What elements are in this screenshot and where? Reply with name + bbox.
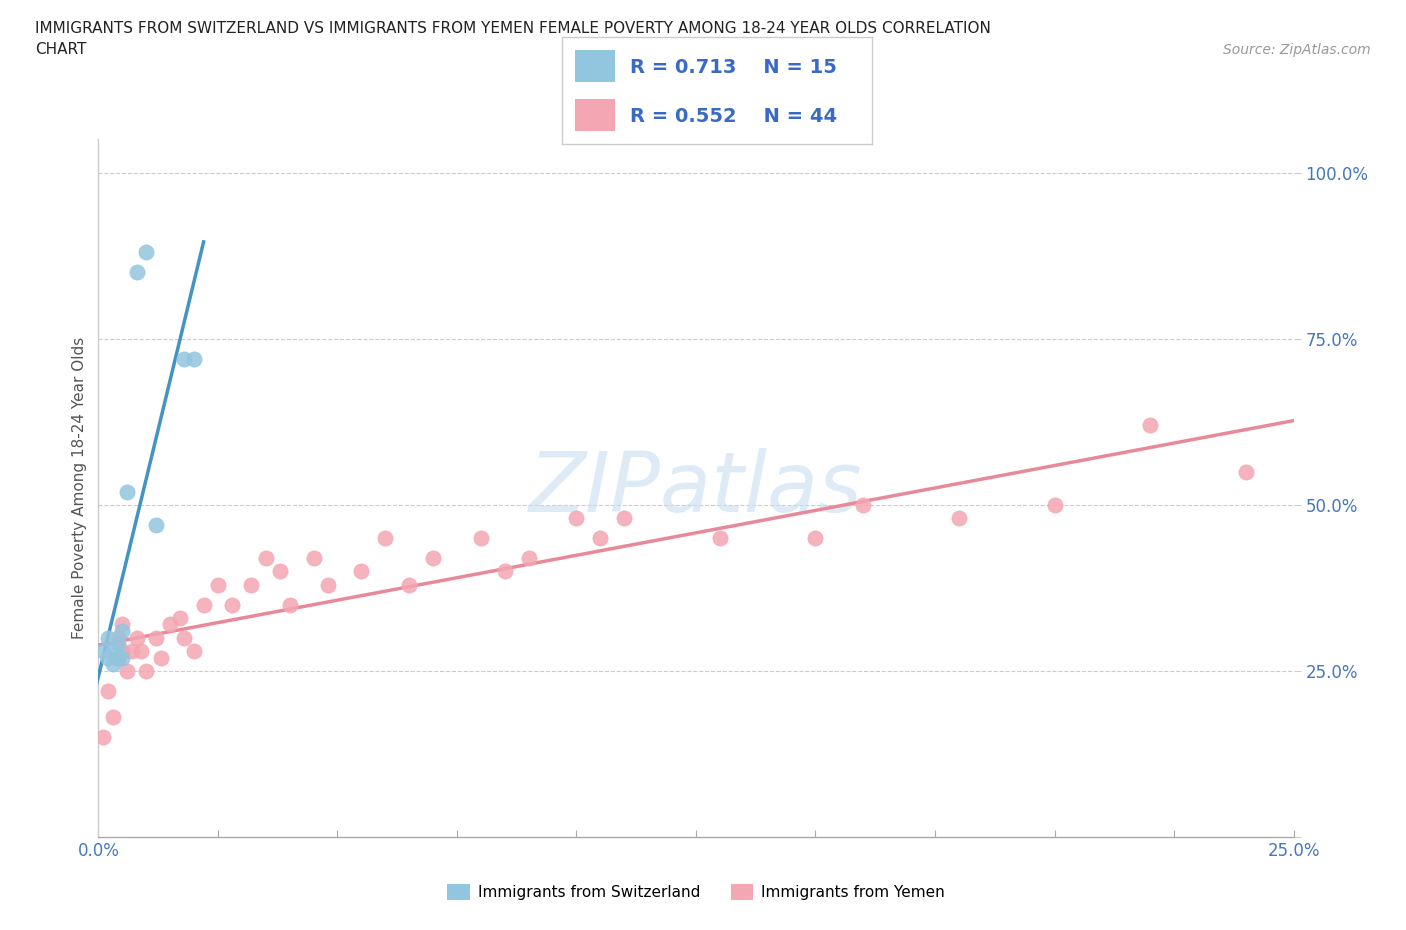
- Point: [948, 511, 970, 525]
- Point: [97, 650, 120, 665]
- Point: [1139, 418, 1161, 432]
- Point: [804, 531, 827, 546]
- Point: [517, 551, 540, 565]
- Point: [183, 644, 205, 658]
- Point: [207, 578, 229, 592]
- Point: [97, 631, 120, 645]
- Point: [1234, 464, 1257, 479]
- Point: [111, 617, 134, 631]
- Point: [107, 650, 129, 665]
- Point: [97, 684, 120, 698]
- Point: [107, 650, 129, 665]
- Point: [316, 578, 339, 592]
- Point: [115, 663, 138, 678]
- Text: Source: ZipAtlas.com: Source: ZipAtlas.com: [1223, 43, 1371, 57]
- Text: IMMIGRANTS FROM SWITZERLAND VS IMMIGRANTS FROM YEMEN FEMALE POVERTY AMONG 18-24 : IMMIGRANTS FROM SWITZERLAND VS IMMIGRANT…: [35, 20, 991, 35]
- Point: [193, 597, 215, 612]
- Point: [302, 551, 325, 565]
- Point: [709, 531, 731, 546]
- Point: [91, 644, 114, 658]
- Point: [91, 730, 114, 745]
- Point: [221, 597, 243, 612]
- Point: [125, 265, 148, 280]
- Y-axis label: Female Poverty Among 18-24 Year Olds: Female Poverty Among 18-24 Year Olds: [72, 338, 87, 640]
- Point: [149, 650, 172, 665]
- Point: [422, 551, 444, 565]
- Point: [613, 511, 636, 525]
- Point: [470, 531, 492, 546]
- Point: [173, 631, 195, 645]
- Point: [374, 531, 396, 546]
- Text: ZIPatlas: ZIPatlas: [529, 447, 863, 529]
- Point: [589, 531, 612, 546]
- Point: [101, 657, 124, 671]
- Point: [1043, 498, 1066, 512]
- Point: [240, 578, 263, 592]
- Point: [121, 644, 143, 658]
- Point: [101, 710, 124, 724]
- Text: CHART: CHART: [35, 42, 87, 57]
- Point: [565, 511, 588, 525]
- Point: [135, 663, 157, 678]
- Point: [254, 551, 277, 565]
- Point: [145, 517, 167, 532]
- Point: [169, 610, 191, 625]
- Point: [111, 650, 134, 665]
- Point: [135, 245, 157, 259]
- Point: [111, 644, 134, 658]
- Text: R = 0.552    N = 44: R = 0.552 N = 44: [630, 107, 838, 126]
- Point: [269, 564, 291, 578]
- Point: [125, 631, 148, 645]
- Point: [173, 352, 195, 366]
- Point: [131, 644, 153, 658]
- Legend: Immigrants from Switzerland, Immigrants from Yemen: Immigrants from Switzerland, Immigrants …: [441, 878, 950, 906]
- Point: [145, 631, 167, 645]
- Point: [852, 498, 875, 512]
- Point: [494, 564, 516, 578]
- Point: [398, 578, 420, 592]
- FancyBboxPatch shape: [575, 50, 614, 82]
- Point: [115, 485, 138, 499]
- Point: [101, 644, 124, 658]
- Point: [107, 637, 129, 652]
- Text: R = 0.713    N = 15: R = 0.713 N = 15: [630, 58, 838, 76]
- Point: [183, 352, 205, 366]
- Point: [107, 631, 129, 645]
- FancyBboxPatch shape: [575, 100, 614, 131]
- Point: [350, 564, 373, 578]
- Point: [278, 597, 301, 612]
- Point: [159, 617, 181, 631]
- Point: [111, 624, 134, 639]
